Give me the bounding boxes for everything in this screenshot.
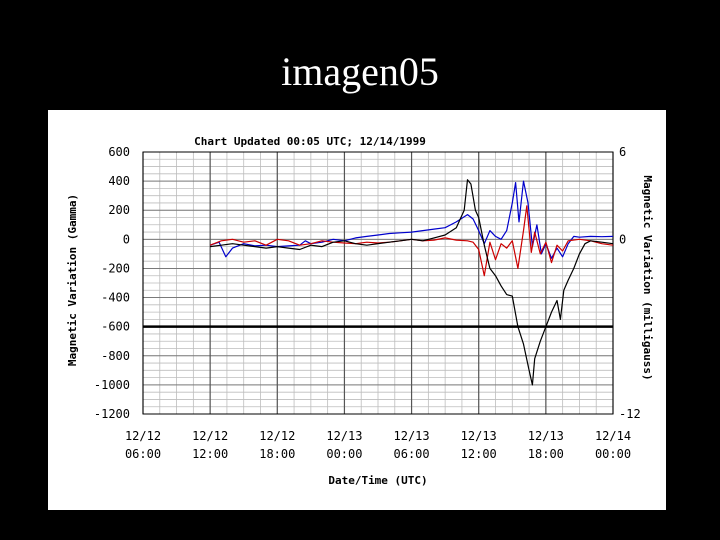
plot-border <box>142 151 614 415</box>
y-tick-label-left: -400 <box>101 291 130 305</box>
x-tick-label-date: 12/14 <box>595 429 631 443</box>
y-tick-label-right: 0 <box>619 232 626 246</box>
x-tick-label-date: 12/12 <box>192 429 228 443</box>
x-tick-label-date: 12/12 <box>125 429 161 443</box>
series-line-3 <box>210 179 614 386</box>
y-tick-label-left: 600 <box>108 145 130 159</box>
x-tick-label-time: 00:00 <box>595 447 631 461</box>
chart-title: Chart Updated 00:05 UTC; 12/14/1999 <box>194 135 426 148</box>
series-line-2 <box>209 205 614 277</box>
y-tick-label-left: -200 <box>101 261 130 275</box>
x-tick-label-time: 06:00 <box>394 447 430 461</box>
y-tick-label-right: 6 <box>619 145 626 159</box>
y-tick-label-right: -12 <box>619 407 641 421</box>
magnetic-variation-chart: 600 400 200 0 -200 -400 -600 -800 -1000 -1200 6 0 -1… <box>66 135 654 487</box>
y-tick-label-left: 200 <box>108 203 130 217</box>
chart-axes: 600 400 200 0 -200 -400 -600 -800 -1000 -1200 6 0 -1… <box>94 145 641 461</box>
x-tick-label-date: 12/12 <box>259 429 295 443</box>
x-tick-label-date: 12/13 <box>528 429 564 443</box>
x-axis-label: Date/Time (UTC) <box>328 474 427 487</box>
chart-series <box>209 179 614 386</box>
x-tick-label-date: 12/13 <box>461 429 497 443</box>
x-tick-label-time: 06:00 <box>125 447 161 461</box>
x-tick-label-time: 12:00 <box>192 447 228 461</box>
x-tick-label-date: 12/13 <box>394 429 430 443</box>
y-tick-label-left: -1200 <box>94 407 130 421</box>
chart-grid <box>142 151 614 415</box>
y-tick-label-left: 400 <box>108 174 130 188</box>
y-tick-label-left: -800 <box>101 349 130 363</box>
x-tick-label-time: 12:00 <box>461 447 497 461</box>
chart-panel: 600 400 200 0 -200 -400 -600 -800 -1000 -1200 6 0 -1… <box>48 110 666 510</box>
y-axis-label-right: Magnetic Variation (milligauss) <box>641 175 654 380</box>
x-tick-label-time: 18:00 <box>528 447 564 461</box>
x-tick-label-time: 18:00 <box>259 447 295 461</box>
series-line-1 <box>209 180 614 259</box>
y-axis-label-left: Magnetic Variation (Gamma) <box>66 194 79 366</box>
y-tick-label-left: -1000 <box>94 378 130 392</box>
x-tick-label-time: 00:00 <box>326 447 362 461</box>
x-tick-label-date: 12/13 <box>326 429 362 443</box>
y-tick-label-left: -600 <box>101 320 130 334</box>
slide-title: imagen05 <box>281 49 439 94</box>
y-tick-label-left: 0 <box>123 232 130 246</box>
